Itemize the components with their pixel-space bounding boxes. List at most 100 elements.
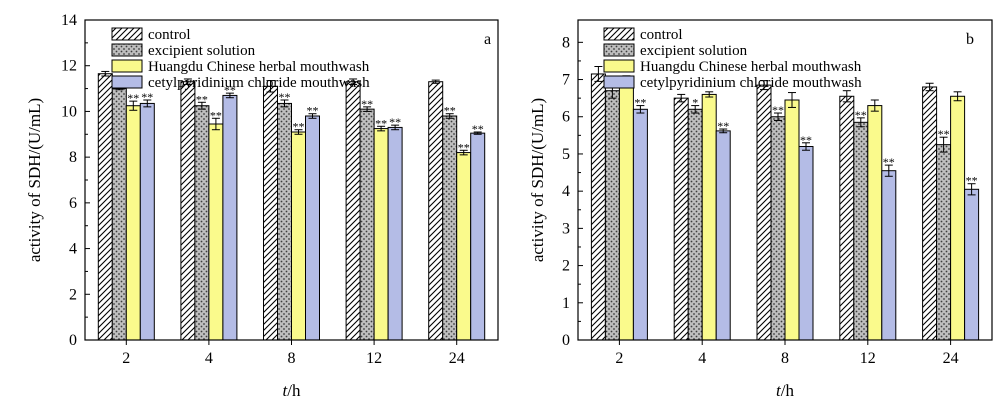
legend-swatch — [111, 27, 143, 41]
significance-label: ** — [375, 116, 387, 130]
y-tick-label: 5 — [562, 146, 570, 163]
y-tick-label: 0 — [562, 332, 570, 349]
y-tick-label: 2 — [562, 258, 570, 275]
legend-entry: control — [640, 27, 683, 43]
bar — [687, 108, 703, 341]
y-tick-label: 0 — [69, 332, 77, 349]
bar — [442, 115, 458, 341]
bar — [428, 81, 444, 341]
bar — [618, 80, 634, 341]
legend-swatch — [111, 59, 143, 73]
bar — [97, 73, 113, 341]
y-tick-label: 10 — [61, 103, 77, 120]
x-axis-title-variable: t — [776, 381, 782, 400]
y-tick-label: 4 — [562, 183, 570, 200]
y-tick-label: 6 — [562, 109, 570, 126]
significance-label: ** — [855, 108, 867, 122]
bar — [180, 81, 196, 341]
x-tick-label: 12 — [860, 350, 876, 367]
y-tick-label: 7 — [562, 72, 570, 89]
significance-label: ** — [307, 104, 319, 118]
y-tick-label: 4 — [69, 241, 77, 258]
significance-label: ** — [800, 133, 812, 147]
significance-label: ** — [472, 122, 484, 136]
x-axis-title-unit: /h — [781, 381, 795, 400]
legend-swatch — [603, 43, 635, 57]
bar — [277, 102, 292, 341]
significance-label: ** — [883, 155, 895, 169]
significance-label: ** — [293, 120, 305, 134]
legend-swatch — [603, 75, 635, 89]
legend-swatch — [111, 75, 143, 89]
bar — [964, 188, 980, 341]
legend-entry: Huangdu Chinese herbal mouthwash — [640, 59, 862, 75]
panel-label: a — [484, 31, 491, 48]
significance-label: ** — [224, 83, 236, 97]
bar — [373, 128, 389, 341]
bar — [715, 130, 731, 341]
y-axis-title: activity of SDH/(U/mL) — [25, 98, 44, 262]
bar — [839, 95, 855, 341]
bar — [345, 81, 361, 341]
x-tick-label: 4 — [698, 350, 706, 367]
bar — [208, 123, 224, 341]
significance-label: ** — [127, 91, 139, 105]
significance-label: ** — [458, 140, 470, 154]
y-tick-label: 14 — [61, 12, 77, 29]
bar — [881, 170, 897, 341]
bar — [291, 131, 306, 341]
y-tick-label: 2 — [69, 286, 77, 303]
x-tick-label: 12 — [366, 350, 382, 367]
legend-entry: control — [148, 27, 191, 43]
legend-entry: excipient solution — [640, 43, 748, 59]
bar — [673, 97, 689, 341]
bar — [867, 105, 883, 341]
legend-entry: cetylpyridinium chloride mouthwash — [640, 75, 862, 91]
x-tick-label: 8 — [288, 350, 296, 367]
significance-label: ** — [141, 90, 153, 104]
x-axis-title-unit: /h — [287, 381, 301, 400]
bar — [359, 108, 375, 341]
significance-label: ** — [717, 119, 729, 133]
bar — [263, 85, 278, 341]
significance-label: ** — [389, 115, 401, 129]
bar — [632, 108, 648, 341]
bar — [936, 144, 952, 341]
bar — [456, 152, 472, 341]
chart-panel-a: ******************************0246810121… — [25, 12, 499, 400]
y-tick-label: 6 — [69, 195, 77, 212]
bar — [604, 90, 620, 341]
legend-entry: Huangdu Chinese herbal mouthwash — [148, 59, 370, 75]
bar — [470, 132, 486, 341]
y-tick-label: 8 — [69, 149, 77, 166]
x-axis-title: t/h — [776, 381, 794, 400]
x-tick-label: 4 — [205, 350, 213, 367]
significance-label: * — [692, 96, 698, 110]
y-tick-label: 12 — [61, 58, 77, 75]
bar — [784, 99, 800, 341]
legend-entry: cetylpyridinium chloride mouthwash — [148, 75, 370, 91]
legend-swatch — [603, 59, 635, 73]
significance-label: ** — [966, 174, 978, 188]
bar — [853, 121, 869, 341]
significance-label: ** — [196, 92, 208, 106]
significance-label: ** — [279, 90, 291, 104]
legend-entry: excipient solution — [148, 43, 256, 59]
bar — [387, 126, 403, 341]
x-axis-title: t/h — [283, 381, 301, 400]
significance-label: ** — [210, 108, 222, 122]
bar — [756, 84, 772, 341]
bar — [305, 115, 320, 341]
panel-label: b — [966, 31, 974, 48]
significance-label: ** — [772, 103, 784, 117]
bar — [922, 86, 938, 341]
legend-swatch — [603, 27, 635, 41]
bar — [125, 105, 141, 341]
bar — [194, 105, 210, 341]
x-tick-label: 2 — [122, 350, 130, 367]
y-tick-label: 3 — [562, 220, 570, 237]
x-axis-title-variable: t — [283, 381, 289, 400]
x-tick-label: 8 — [781, 350, 789, 367]
